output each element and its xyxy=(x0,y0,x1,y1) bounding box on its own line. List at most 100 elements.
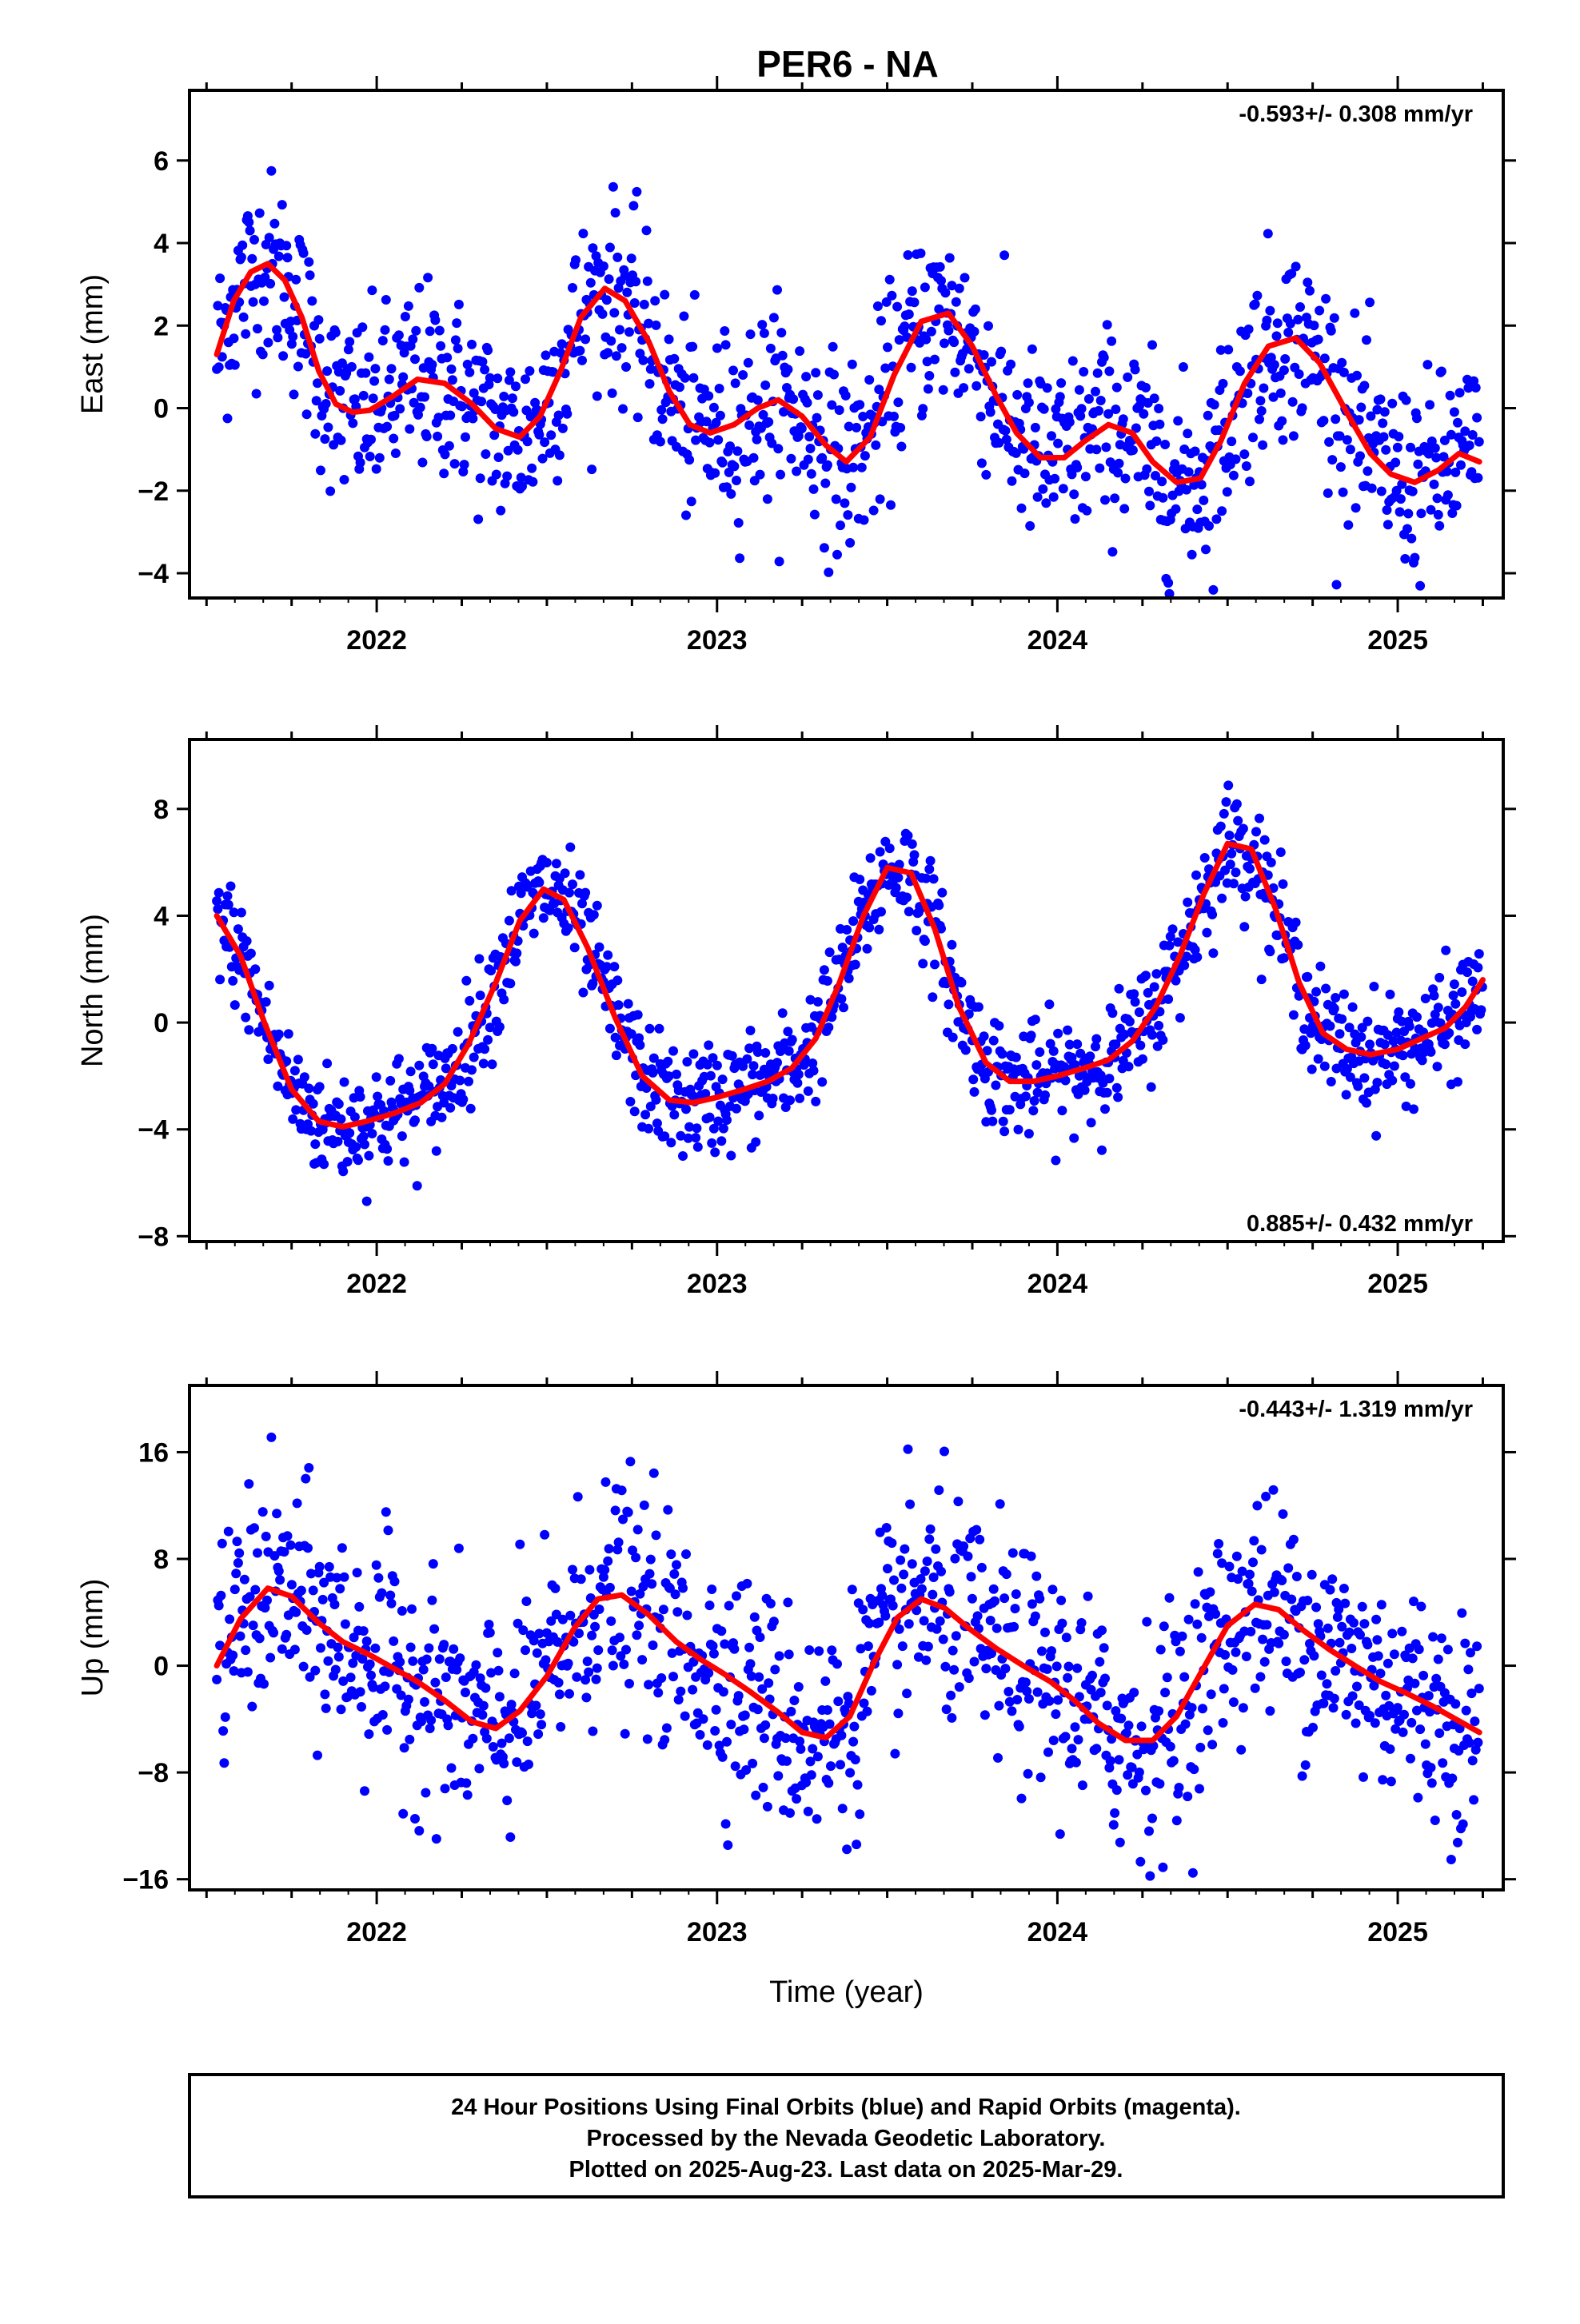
position-point xyxy=(1102,1087,1112,1098)
position-point xyxy=(1329,313,1339,323)
position-point xyxy=(1379,432,1389,442)
position-point xyxy=(1135,1856,1146,1867)
position-point xyxy=(1331,1666,1341,1676)
position-point xyxy=(329,1600,340,1609)
position-point xyxy=(676,1686,686,1696)
position-point xyxy=(478,1700,489,1711)
x-tick-label: 2023 xyxy=(687,1269,748,1299)
position-point xyxy=(749,1612,760,1622)
position-point xyxy=(565,1688,574,1699)
position-point xyxy=(1103,409,1114,419)
position-point xyxy=(604,1544,614,1554)
position-point xyxy=(1319,353,1330,364)
position-point xyxy=(358,1626,369,1636)
position-point xyxy=(1198,1704,1207,1714)
position-point xyxy=(941,1704,952,1715)
position-point xyxy=(1288,431,1299,441)
position-point xyxy=(638,1581,648,1592)
position-point xyxy=(1111,382,1122,393)
position-point xyxy=(762,1801,772,1812)
position-point xyxy=(1439,1688,1450,1698)
position-point xyxy=(577,899,587,909)
position-point xyxy=(1376,486,1386,496)
position-point xyxy=(568,1565,577,1575)
position-point xyxy=(1283,1563,1294,1573)
position-point xyxy=(623,1507,633,1517)
position-point xyxy=(782,1756,792,1766)
position-point xyxy=(842,1844,852,1855)
position-point xyxy=(1069,1133,1079,1143)
position-point xyxy=(907,1559,917,1569)
position-point xyxy=(594,1604,604,1614)
position-point xyxy=(925,855,936,866)
position-point xyxy=(722,482,732,492)
position-point xyxy=(940,288,951,298)
position-point xyxy=(669,1569,680,1579)
position-point xyxy=(358,390,369,401)
position-point xyxy=(1051,1709,1061,1720)
position-point xyxy=(537,453,548,464)
position-point xyxy=(573,1492,583,1502)
position-point xyxy=(1031,1571,1042,1581)
position-point xyxy=(704,1040,714,1050)
position-point xyxy=(485,373,495,383)
position-point xyxy=(1064,417,1075,427)
position-point xyxy=(229,1666,239,1676)
position-point xyxy=(881,1523,892,1533)
position-point xyxy=(291,274,301,285)
x-tick-label: 2025 xyxy=(1367,1917,1428,1947)
position-point xyxy=(550,1583,561,1593)
position-point xyxy=(281,241,292,251)
position-point xyxy=(645,1102,656,1111)
position-point xyxy=(367,1129,377,1138)
position-point xyxy=(1091,386,1100,397)
position-point xyxy=(609,308,620,318)
position-point xyxy=(820,478,831,488)
position-point xyxy=(313,378,322,389)
position-point xyxy=(1329,1693,1339,1704)
position-point xyxy=(1339,1584,1349,1593)
position-point xyxy=(805,995,816,1005)
position-point xyxy=(1028,1106,1039,1116)
position-point xyxy=(613,1000,624,1011)
position-point xyxy=(1079,1085,1090,1095)
position-point xyxy=(261,997,271,1007)
position-point xyxy=(789,1696,800,1705)
position-point xyxy=(708,1640,718,1651)
position-point xyxy=(399,1157,409,1167)
position-point xyxy=(610,1032,620,1042)
position-point xyxy=(862,943,872,954)
position-point xyxy=(581,887,591,898)
position-point xyxy=(883,1564,892,1574)
position-point xyxy=(594,942,604,952)
position-point xyxy=(282,253,293,263)
position-point xyxy=(1158,492,1168,503)
position-point xyxy=(1303,277,1313,288)
position-point xyxy=(704,1668,714,1678)
position-point xyxy=(1410,1678,1420,1688)
position-point xyxy=(688,373,699,383)
position-point xyxy=(726,1150,736,1161)
position-point xyxy=(1331,993,1341,1003)
position-point xyxy=(801,1777,812,1788)
position-point xyxy=(795,346,805,357)
position-point xyxy=(457,401,467,412)
position-point xyxy=(1228,470,1239,480)
position-point xyxy=(1313,334,1323,345)
position-point xyxy=(502,1796,513,1806)
position-point xyxy=(1070,514,1080,524)
position-point xyxy=(1319,1698,1329,1708)
position-point xyxy=(486,966,497,976)
position-point xyxy=(1047,1646,1056,1656)
position-point xyxy=(1429,991,1439,1001)
position-point xyxy=(1224,1561,1235,1572)
position-point xyxy=(1428,1632,1438,1642)
y-tick-label: −4 xyxy=(138,1115,169,1146)
position-point xyxy=(1418,1670,1429,1680)
position-point xyxy=(241,329,251,339)
position-point xyxy=(1218,1718,1228,1728)
position-point xyxy=(571,255,581,265)
position-point xyxy=(509,1668,520,1679)
